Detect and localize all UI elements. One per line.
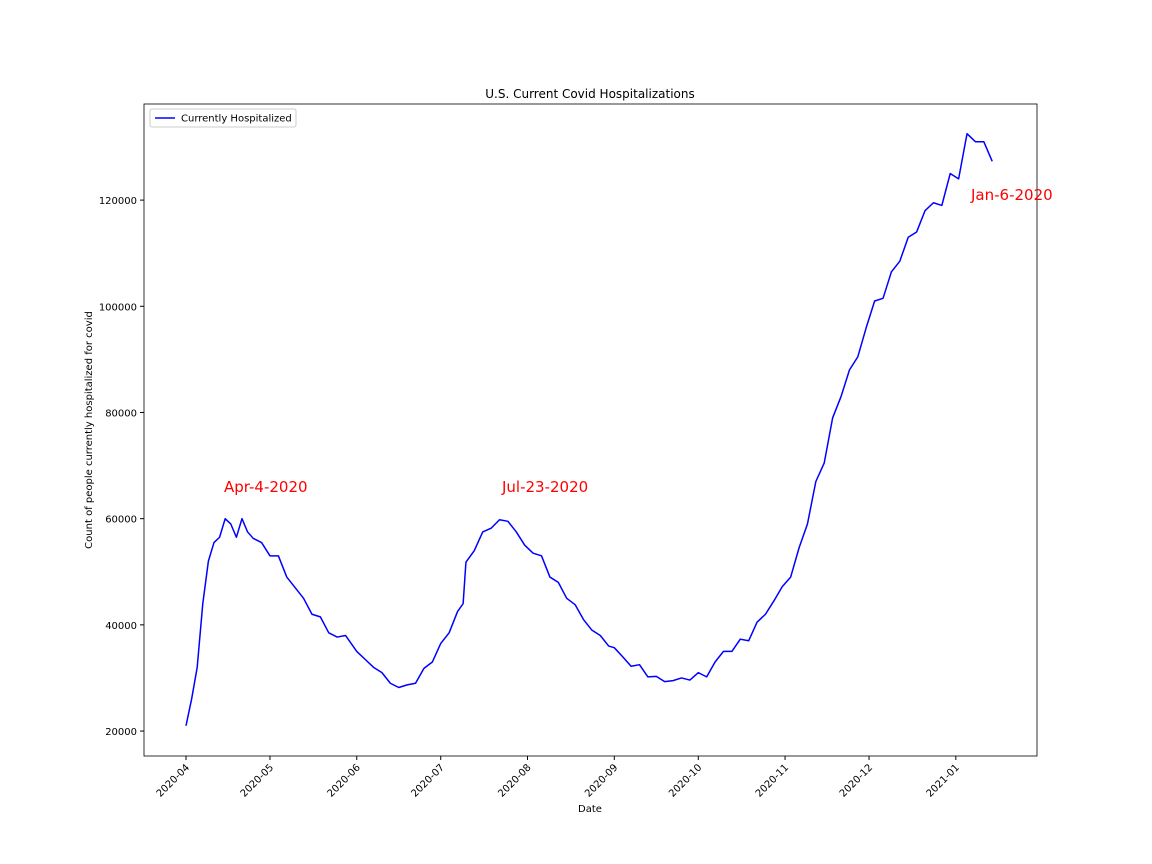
y-tick-label: 40000 [105,621,137,632]
legend-box [149,108,297,128]
x-axis-label: Date [578,804,602,815]
y-tick-label: 80000 [105,408,137,419]
y-tick-label: 120000 [99,196,137,207]
y-tick-label: 20000 [105,727,137,738]
y-tick-label: 100000 [99,302,137,313]
annotation: Jan-6-2020 [970,186,1053,204]
y-tick-label: 60000 [105,515,137,526]
legend-label: Currently Hospitalized [181,114,292,125]
y-axis-label: Count of people currently hospitalized f… [84,311,95,549]
chart-title: U.S. Current Covid Hospitalizations [485,87,695,101]
data-line [185,132,993,726]
plot-frame [143,103,1038,757]
annotation: Jul-23-2020 [501,478,588,496]
annotation: Apr-4-2020 [224,478,308,496]
